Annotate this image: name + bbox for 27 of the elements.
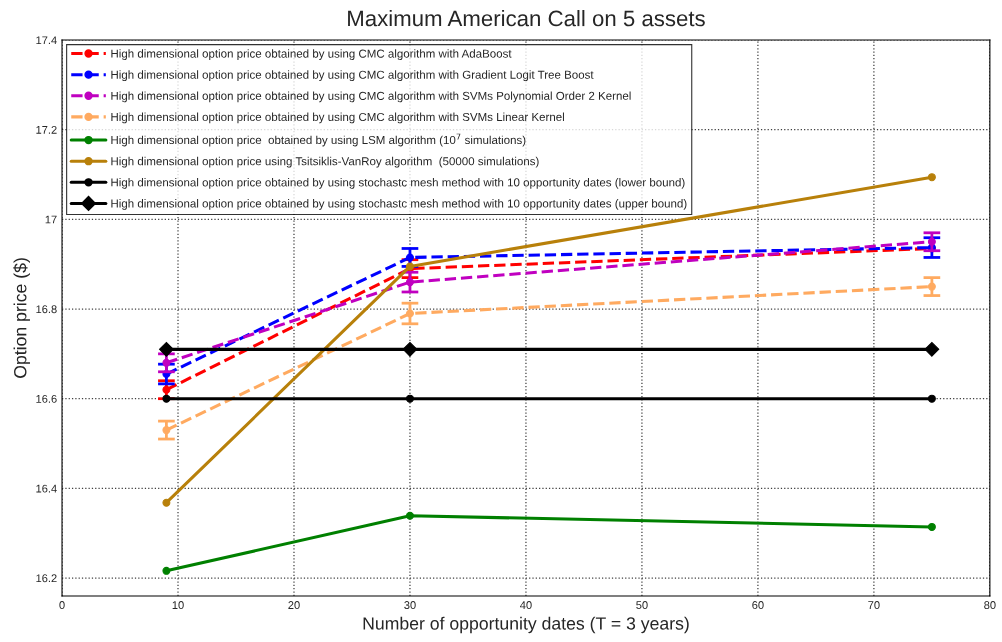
x-axis-title: Number of opportunity dates (T = 3 years)	[363, 616, 689, 634]
y-tick-label: 16.8	[36, 305, 57, 314]
x-tick-label: 40	[520, 601, 532, 609]
chart-title: Maximum American Call on 5 assets	[348, 10, 705, 27]
x-tick-label: 50	[636, 601, 648, 609]
y-axis-title: Option price ($)	[13, 258, 30, 378]
legend-label: High dimensional option price using Tsitsiklis-VanRoy algorithm (50000 simulations)	[111, 156, 539, 168]
y-tick-label: 17.4	[36, 36, 57, 45]
y-tick-label: 16.6	[36, 394, 57, 403]
x-tick-label: 0	[59, 601, 65, 609]
x-tick-label: 70	[868, 601, 880, 609]
legend-label: High dimensional option price obtained by using stochastc mesh method with 10 opportunity dates (lower bound)	[111, 177, 685, 189]
x-tick-label: 10	[172, 601, 184, 609]
y-tick-label: 17.2	[36, 125, 57, 134]
x-tick-label: 60	[752, 601, 764, 609]
x-tick-label: 30	[404, 601, 416, 609]
legend-label: High dimensional option price obtained by using CMC algorithm with SVMs Polynomial Order 2 Kernel	[111, 91, 631, 103]
x-tick-label: 80	[984, 601, 996, 609]
y-tick-label: 17	[45, 215, 57, 224]
legend-label: High dimensional option price obtained by using CMC algorithm with SVMs Linear Kernel	[111, 112, 564, 124]
legend-label: High dimensional option price obtained by using CMC algorithm with Gradient Logit Tree Boost	[111, 70, 594, 82]
x-tick-label: 20	[288, 601, 300, 609]
y-tick-label: 16.4	[36, 484, 57, 493]
legend-label: High dimensional option price obtained by using CMC algorithm with AdaBoost	[111, 49, 512, 60]
legend-label: High dimensional option price obtained by using LSM algorithm (10$^{7}$ simulations)	[111, 133, 526, 147]
y-tick-label: 16.2	[36, 574, 57, 583]
legend-label: High dimensional option price obtained by using stochastc mesh method with 10 opportunity dates (upper bound)	[111, 199, 687, 210]
